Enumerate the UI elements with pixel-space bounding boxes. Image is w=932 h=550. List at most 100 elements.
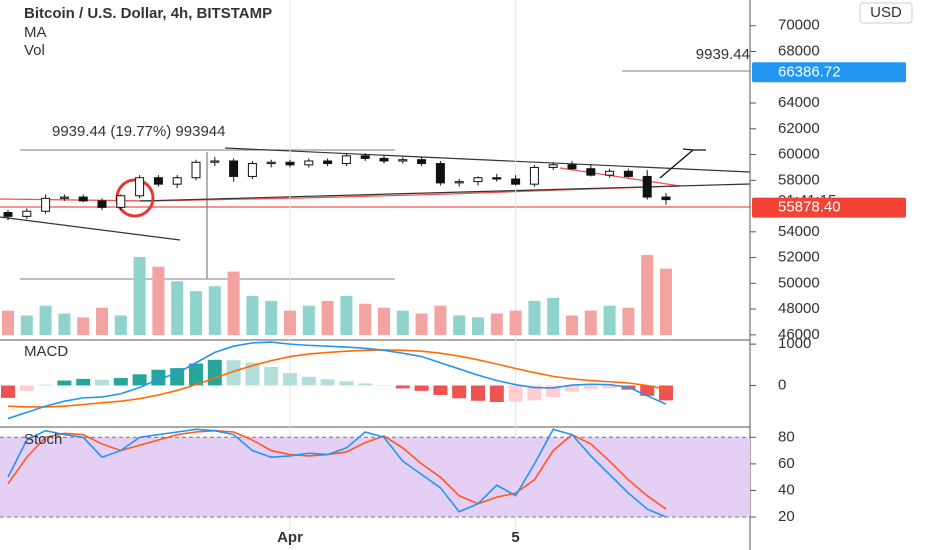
candle-body [661, 196, 671, 201]
y-tick-label: 50000 [778, 274, 820, 291]
legend-item: Vol [24, 42, 45, 59]
stoch-band [0, 437, 750, 518]
volume-bar [208, 286, 221, 335]
volume-bar [453, 315, 466, 335]
macd-histogram-bar [602, 385, 617, 389]
candle-body [247, 163, 257, 177]
x-tick-label: Apr [277, 529, 303, 546]
volume-bar [171, 281, 184, 335]
macd-histogram-bar [508, 385, 523, 402]
volume-bar [472, 317, 484, 335]
volume-bar [509, 310, 522, 335]
price-label-bg [752, 197, 906, 218]
measure-label: 9939.44 (19.77%) 993944 [52, 123, 225, 140]
volume-bar [622, 307, 635, 335]
volume-bar [528, 300, 541, 335]
macd-histogram-bar [395, 385, 410, 389]
macd-histogram-bar [452, 385, 467, 399]
price-label: 55878.40 [778, 199, 841, 216]
x-tick-label: 5 [511, 529, 519, 546]
volume-bar [434, 305, 447, 335]
y-tick-label: 48000 [778, 300, 820, 317]
signal-line [7, 349, 667, 408]
volume-bar [58, 313, 71, 335]
volume-bar [566, 315, 578, 335]
trendline-old [0, 216, 181, 241]
candle-body [172, 177, 182, 185]
volume-bar [2, 310, 14, 335]
currency-badge[interactable] [859, 2, 913, 24]
candle-body [323, 160, 333, 165]
y-tick-label: 58000 [778, 171, 820, 188]
y-tick-label: 52000 [778, 249, 820, 266]
macd-histogram-bar [320, 379, 335, 386]
candle-body [22, 210, 32, 217]
pane-title: MACD [24, 343, 68, 360]
candle-body [473, 177, 483, 183]
volume-bar [415, 313, 428, 335]
volume-bar [321, 300, 334, 335]
volume-bar [77, 317, 90, 335]
trendline-upper [224, 147, 751, 173]
macd-histogram-bar [95, 379, 109, 386]
currency[interactable]: USD [870, 4, 902, 21]
arrow [659, 149, 694, 179]
volume-bar [190, 291, 202, 335]
arrow-head [682, 148, 706, 151]
volume-bar [378, 307, 390, 335]
candle-body [59, 196, 69, 199]
volume-bar [340, 295, 353, 335]
macd-histogram-bar [301, 376, 316, 386]
candle-body [210, 160, 220, 163]
candle-body [3, 212, 13, 217]
candle-body [304, 160, 314, 166]
price-label: 66386.72 [778, 63, 841, 80]
candle-body [266, 161, 276, 165]
macd-histogram-bar [283, 373, 297, 386]
stoch-k-line [7, 428, 667, 518]
y-tick-label: 54000 [778, 223, 820, 240]
candle-body [41, 197, 51, 212]
candle-body [623, 170, 633, 177]
macd-histogram-bar [583, 385, 598, 390]
legend-item: MA [24, 24, 47, 41]
candle-body [642, 175, 652, 198]
macd-histogram-bar [132, 374, 147, 386]
candle-body [360, 155, 370, 159]
macd-histogram-bar [640, 385, 655, 396]
volume-bar [246, 295, 259, 335]
macd-histogram-bar [19, 385, 34, 391]
volume-bar [152, 266, 165, 335]
candle-body [511, 178, 521, 185]
y-tick-label: 60000 [778, 146, 820, 163]
price-label-bg [752, 62, 906, 83]
y-tick-label: 64000 [778, 94, 820, 111]
candle-body [78, 196, 88, 202]
candle-body [492, 177, 502, 180]
y-tick-label: 40 [778, 481, 795, 498]
candle-body [567, 164, 577, 170]
candle-body [341, 155, 351, 165]
y-tick-label: 68000 [778, 42, 820, 59]
macd-histogram-bar [489, 385, 504, 403]
macd-histogram-bar [245, 362, 260, 386]
candle-body [229, 160, 239, 177]
y-tick-label: 62000 [778, 120, 820, 137]
ma-line-upper [559, 167, 681, 187]
candle-body [285, 161, 295, 166]
volume-bar [396, 310, 409, 335]
macd-histogram-bar [113, 378, 128, 386]
volume-bar [265, 300, 278, 335]
volume-bar [133, 256, 146, 335]
candle-body [379, 157, 389, 162]
volume-bar [39, 305, 52, 335]
macd-histogram-bar [471, 385, 485, 401]
y-tick-label: 1000 [778, 335, 811, 352]
pane-title: Stoch [24, 431, 62, 448]
macd-histogram-bar [1, 385, 15, 398]
volume-bar [227, 271, 240, 335]
candle-body [116, 195, 126, 208]
y-tick-label: 0 [778, 376, 786, 393]
macd-histogram-bar [170, 368, 185, 386]
y-tick-label: 46000 [778, 326, 820, 343]
